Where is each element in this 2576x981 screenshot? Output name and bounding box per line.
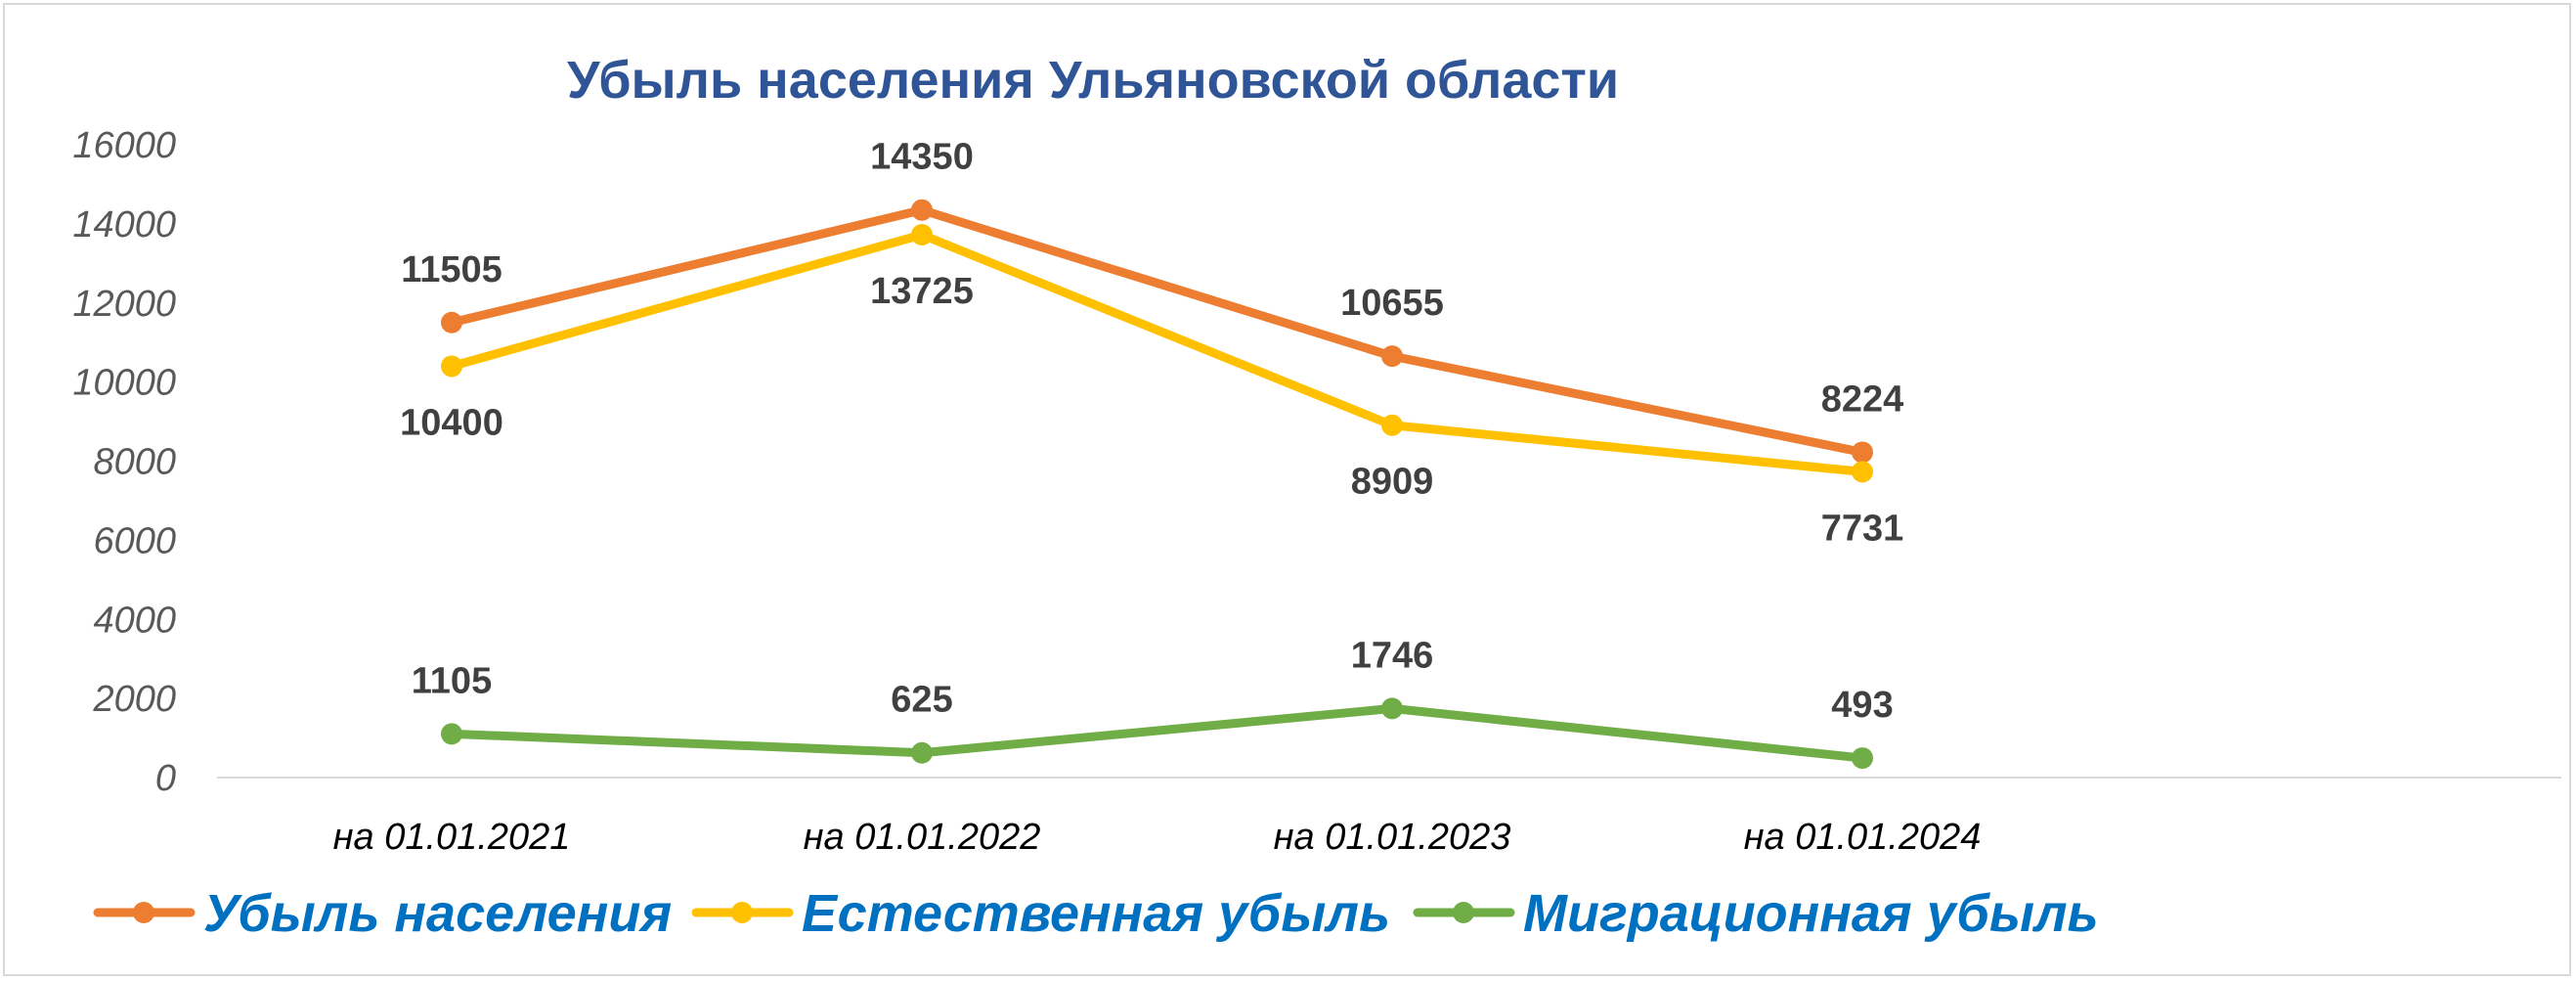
x-tick-label: на 01.01.2023: [1274, 817, 1511, 858]
series-3: [441, 697, 1873, 770]
data-point: [1852, 441, 1873, 464]
data-point: [911, 199, 933, 221]
y-tick-label: 10000: [72, 363, 176, 404]
legend-label: Миграционная убыль: [1523, 884, 2099, 943]
data-point: [1852, 747, 1873, 770]
y-tick-label: 16000: [72, 125, 176, 166]
data-point: [1381, 345, 1403, 368]
data-point: [441, 355, 462, 378]
legend-label: Естественная убыль: [802, 884, 1390, 943]
data-label: 10655: [1340, 283, 1444, 324]
chart-frame: [3, 3, 2571, 976]
data-label: 625: [891, 680, 952, 721]
series-line: [447, 230, 1867, 476]
data-label: 1105: [412, 660, 492, 701]
y-tick-label: 6000: [93, 520, 176, 561]
data-point: [1381, 414, 1403, 436]
y-tick-label: 12000: [72, 284, 176, 325]
x-tick-label: на 01.01.2021: [333, 817, 571, 858]
x-axis: на 01.01.2021 на 01.01.2022 на 01.01.2023 н…: [217, 777, 2561, 858]
x-tick-label: на 01.01.2022: [804, 817, 1041, 858]
y-tick-label: 0: [155, 758, 176, 799]
data-label: 7731: [1821, 508, 1904, 549]
series-layer: [441, 199, 1873, 770]
data-point: [1381, 697, 1403, 720]
data-point: [441, 311, 462, 334]
data-label: 8224: [1821, 379, 1904, 420]
legend-marker: [133, 902, 154, 923]
data-label: 11505: [401, 249, 502, 290]
y-tick-label: 4000: [93, 600, 176, 641]
legend: Убыль населения Естественная убыль Миграци…: [93, 884, 2099, 943]
legend-label: Убыль населения: [203, 884, 672, 943]
data-point: [911, 223, 933, 245]
data-point: [441, 723, 462, 745]
legend-item: Убыль населения: [93, 884, 672, 943]
data-label: 8909: [1351, 462, 1434, 503]
data-point: [1852, 461, 1873, 483]
data-label: 10400: [400, 402, 503, 443]
legend-marker: [731, 902, 753, 923]
legend-item: Естественная убыль: [691, 884, 1390, 943]
data-label: 13725: [870, 271, 974, 312]
series-line: [447, 703, 1867, 763]
y-tick-label: 8000: [93, 442, 176, 483]
series-1: [441, 199, 1873, 464]
data-point: [911, 741, 933, 764]
series-2: [441, 223, 1873, 483]
series-line: [447, 205, 1867, 457]
y-tick-label: 14000: [72, 204, 176, 245]
x-tick-label: на 01.01.2024: [1744, 817, 1982, 858]
chart-title: Убыль населения Ульяновской области: [567, 51, 1619, 110]
y-axis: 0 2000 4000 6000 8000 10000 12000 14000 16000: [72, 125, 176, 799]
data-label: 1746: [1351, 635, 1434, 676]
data-label: 14350: [870, 137, 974, 178]
data-label: 493: [1831, 685, 1893, 726]
legend-marker: [1453, 902, 1474, 923]
y-tick-label: 2000: [92, 679, 176, 720]
data-labels: 11505 14350 10655 8224 10400 13725 8909 7731 110…: [400, 137, 1903, 726]
legend-item: Миграционная убыль: [1413, 884, 2099, 943]
